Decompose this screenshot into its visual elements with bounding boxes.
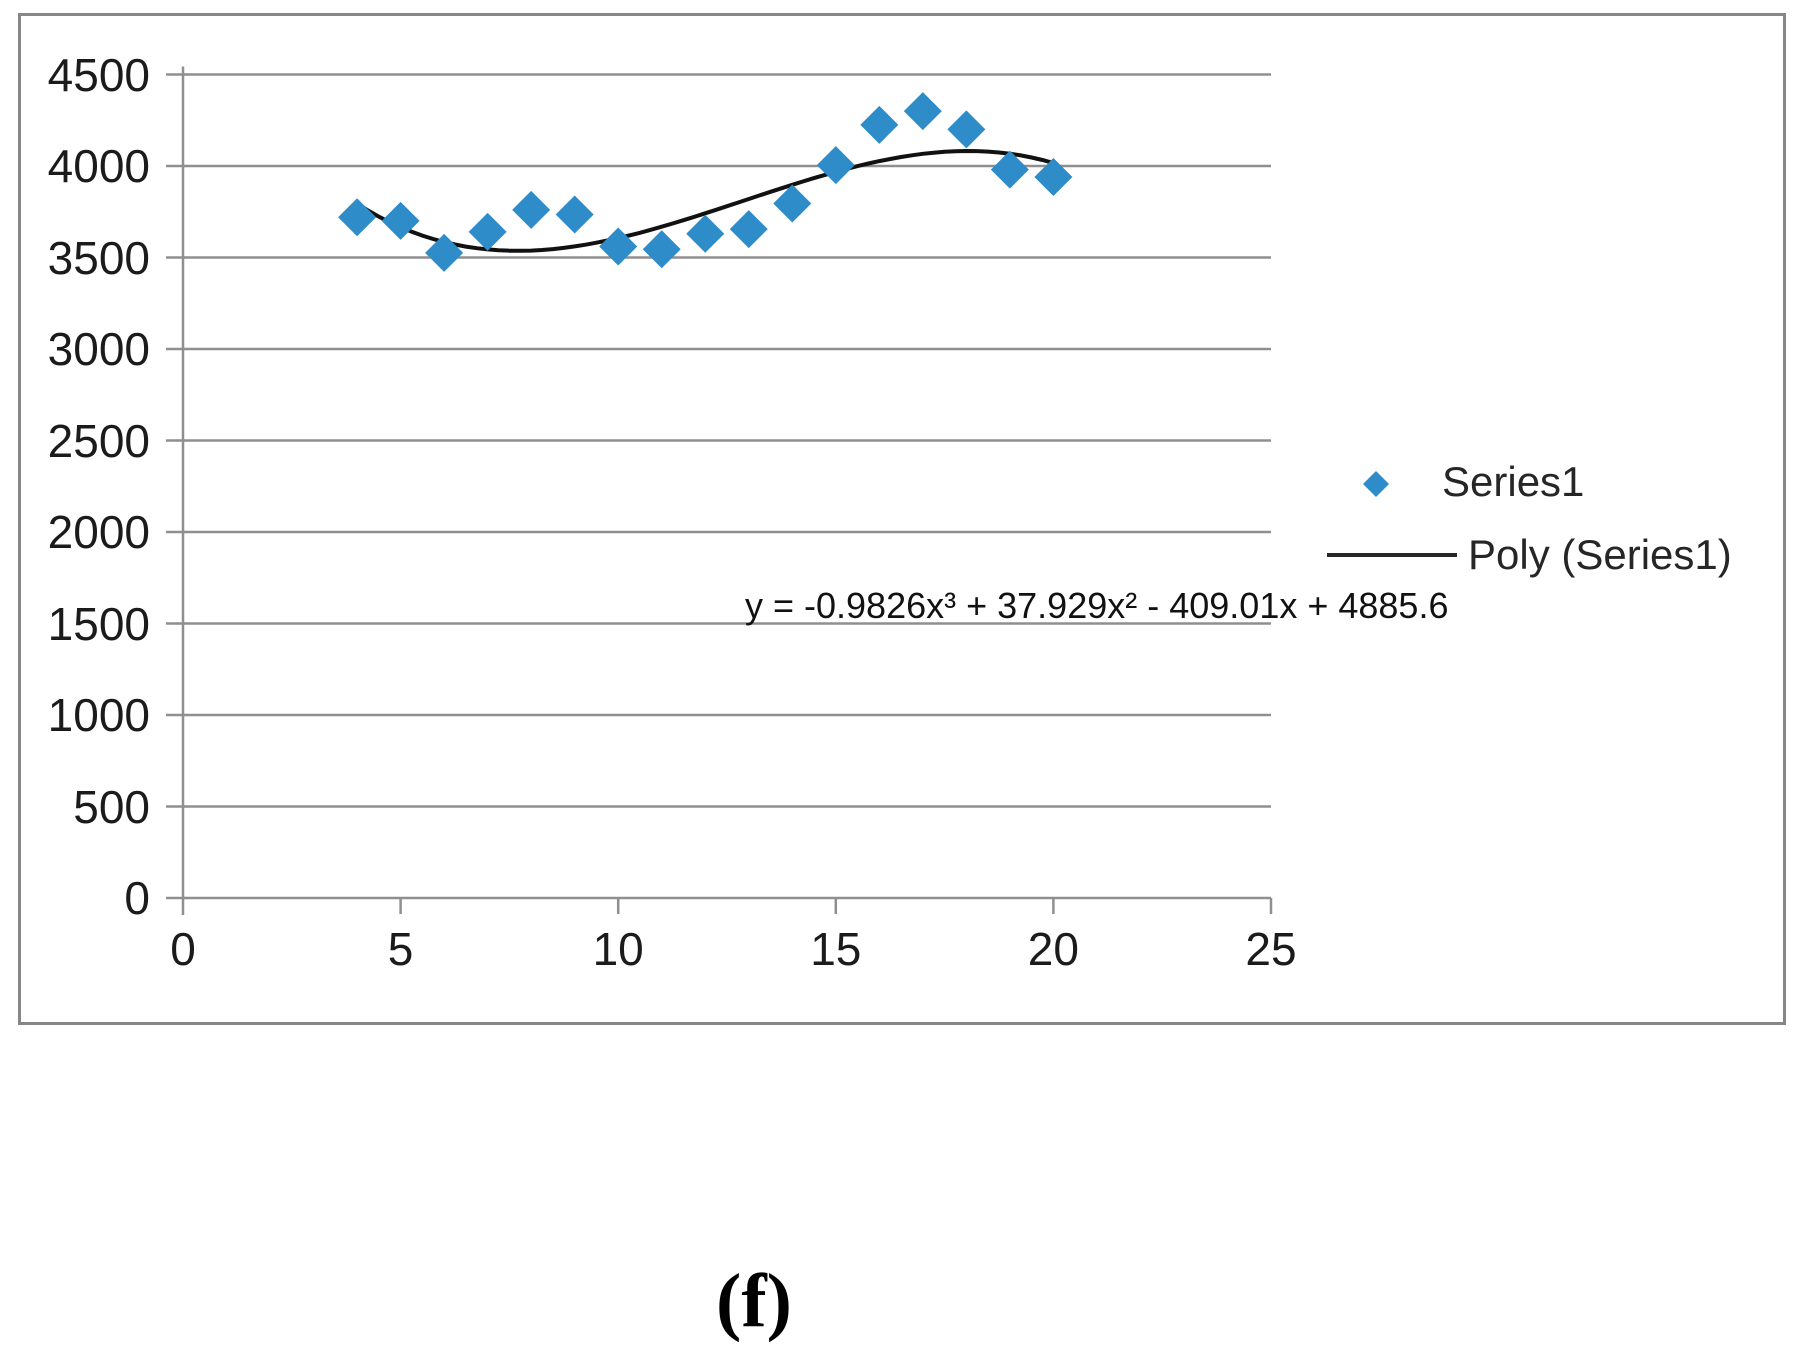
data-point-marker	[816, 146, 855, 185]
x-axis-tick-label: 10	[592, 923, 644, 975]
y-axis-tick-label: 3500	[47, 231, 150, 284]
y-axis-tick-label: 4000	[47, 140, 150, 192]
data-point-marker	[860, 105, 899, 144]
data-point-marker	[642, 230, 681, 269]
x-axis-tick-label: 25	[1245, 923, 1297, 975]
data-point-marker	[338, 198, 377, 237]
y-axis-tick-label: 500	[73, 780, 150, 833]
data-point-marker	[729, 210, 768, 249]
x-axis-tick-label: 0	[170, 923, 196, 975]
data-point-marker	[555, 195, 594, 234]
poly-trendline-icon	[1327, 553, 1457, 557]
trendline-curve	[355, 148, 1056, 253]
x-axis-tick-label: 5	[387, 923, 414, 975]
data-point-marker	[773, 184, 812, 223]
x-axis-tick-label: 15	[810, 923, 862, 975]
y-axis-tick-label: 1000	[47, 689, 150, 741]
data-point-marker	[599, 227, 638, 266]
y-axis-tick-label: 4500	[47, 48, 150, 101]
y-axis-tick-label: 0	[124, 872, 150, 924]
data-point-marker	[425, 233, 464, 272]
y-axis-tick-label: 2000	[47, 506, 150, 558]
y-axis-tick-label: 3000	[47, 323, 150, 375]
y-axis-tick-label: 1500	[47, 597, 150, 650]
legend-item-series1: Series1	[1442, 458, 1585, 505]
series1-diamond-icon	[1363, 471, 1389, 497]
data-point-marker	[903, 92, 942, 131]
data-point-marker	[686, 214, 725, 253]
data-point-marker	[1034, 157, 1073, 196]
figure-caption: (f)	[716, 1259, 792, 1343]
y-axis-tick-label: 2500	[47, 414, 150, 467]
chart-area-border	[18, 13, 1786, 1025]
data-point-marker	[381, 201, 420, 240]
data-point-marker	[512, 190, 551, 229]
trendline-equation: y = -0.9826x³ + 37.929x² - 409.01x + 488…	[745, 585, 1449, 626]
data-point-marker	[468, 212, 507, 251]
x-axis-tick-label: 20	[1027, 923, 1079, 975]
data-point-marker	[990, 150, 1029, 189]
legend-item-poly: Poly (Series1)	[1468, 531, 1732, 578]
data-point-marker	[947, 110, 986, 149]
